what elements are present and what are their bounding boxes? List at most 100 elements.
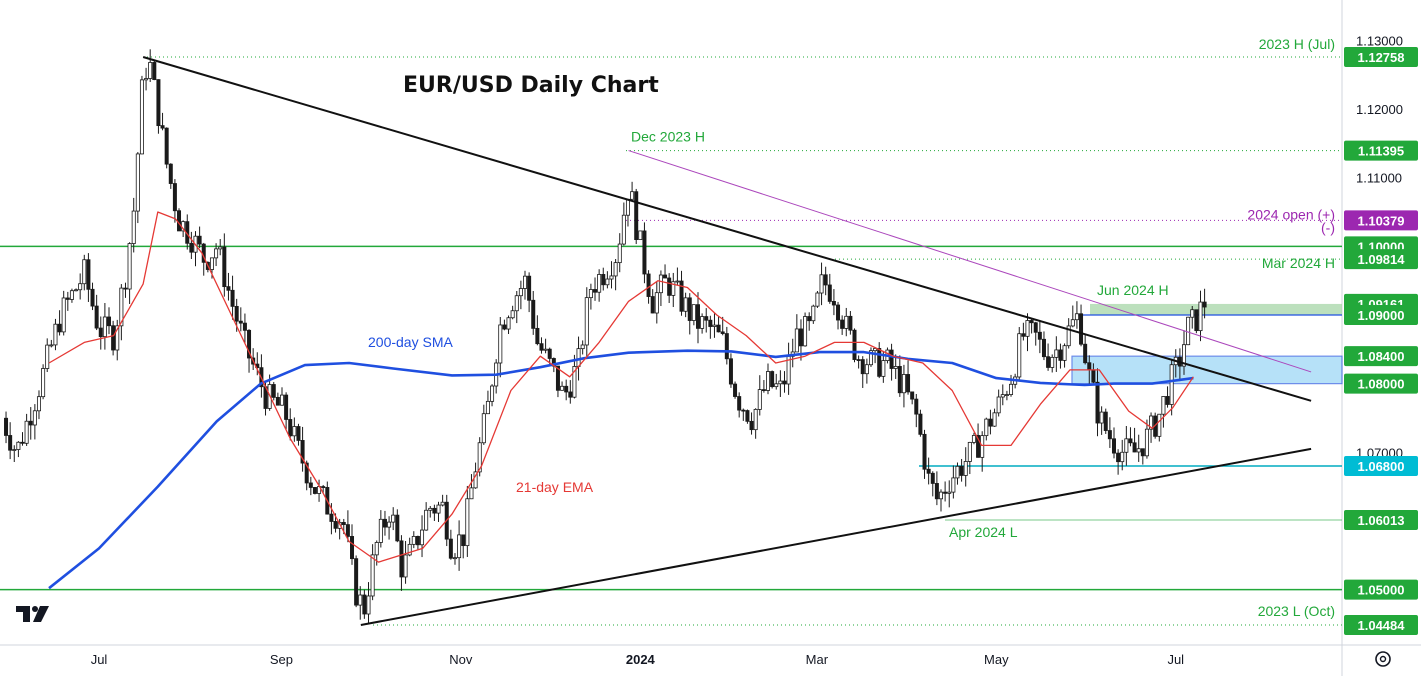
candle-body: [720, 331, 725, 334]
candle-body: [922, 433, 927, 470]
candle-body: [1029, 320, 1034, 324]
candle-body: [1111, 438, 1116, 454]
trendline-dec-high: [628, 150, 1312, 373]
candle-body: [1103, 411, 1108, 431]
candle-body: [16, 441, 21, 450]
candle-body: [1091, 369, 1096, 383]
settings-gear-icon[interactable]: [1375, 651, 1391, 667]
candle-body: [836, 304, 841, 321]
candle-body: [345, 524, 350, 537]
candle-body: [86, 259, 91, 290]
candle-body: [1041, 338, 1046, 358]
candle-body: [436, 504, 441, 514]
candle-body: [807, 316, 812, 322]
candle-body: [881, 360, 886, 377]
candle-body: [308, 482, 313, 488]
candle-body: [860, 359, 865, 375]
candle-body: [716, 324, 721, 333]
candle-body: [650, 296, 655, 314]
candle-body: [36, 396, 41, 412]
candle-body: [605, 278, 610, 286]
candle-body: [889, 349, 894, 369]
candle-body: [1087, 362, 1092, 371]
candle-body: [415, 535, 420, 546]
candle-body: [823, 274, 828, 286]
price-badge-label: 1.08400: [1358, 349, 1405, 364]
candle-body: [930, 472, 935, 484]
candle-body: [794, 328, 799, 353]
candle-body: [168, 163, 173, 184]
tradingview-logo: [16, 606, 49, 622]
candle-body: [1000, 394, 1005, 398]
candle-body: [831, 300, 836, 306]
candle-body: [333, 521, 338, 529]
candle-body: [963, 461, 968, 476]
candle-body: [28, 420, 33, 426]
candle-body: [473, 471, 478, 489]
candle-body: [329, 513, 334, 522]
candle-body: [119, 287, 124, 327]
candle-body: [691, 304, 696, 321]
candle-body: [642, 230, 647, 275]
candle-body: [848, 315, 853, 331]
candle-body: [873, 348, 878, 352]
candle-body: [856, 359, 861, 361]
candle-body: [374, 542, 379, 556]
price-badge: [1344, 373, 1418, 394]
candle-body: [370, 554, 375, 597]
candle-body: [531, 299, 536, 329]
label-21-day-ema: 21-day EMA: [516, 479, 594, 495]
candle-body: [687, 297, 692, 321]
candle-body: [498, 324, 503, 364]
candle-body: [658, 274, 663, 294]
candle-body: [127, 243, 132, 290]
candle-body: [782, 380, 787, 385]
candle-body: [457, 534, 462, 559]
price-badge-label: 1.05000: [1358, 583, 1405, 598]
candle-body: [996, 396, 1001, 414]
candle-body: [1046, 356, 1051, 368]
sma-200-line: [48, 349, 1194, 590]
candle-body: [391, 514, 396, 523]
candle-body: [593, 289, 598, 293]
candle-body: [222, 246, 227, 288]
candle-body: [382, 518, 387, 528]
price-tick-label: 1.13000: [1356, 33, 1403, 48]
candle-body: [115, 325, 120, 351]
candle-body: [959, 465, 964, 476]
candle-body: [770, 371, 775, 388]
time-tick-label: Jul: [1167, 652, 1184, 667]
price-badge-label: 1.09000: [1358, 308, 1405, 323]
candle-body: [798, 328, 803, 347]
time-tick-label: Jul: [91, 652, 108, 667]
time-tick-label: Nov: [449, 652, 473, 667]
candle-body: [580, 344, 585, 350]
price-badge: [1344, 210, 1418, 231]
candle-body: [597, 274, 602, 293]
candle-body: [403, 554, 408, 578]
candle-body: [296, 426, 301, 441]
candle-body: [131, 210, 136, 244]
candle-body: [1116, 452, 1121, 463]
candle-body: [481, 413, 486, 444]
candle-body: [465, 498, 470, 547]
candle-body: [708, 319, 713, 327]
candle-body: [910, 391, 915, 400]
candle-body: [214, 248, 219, 259]
resistance-zone: [1090, 303, 1342, 315]
candle-body: [523, 275, 528, 289]
candle-body: [279, 394, 284, 406]
candle-body: [506, 317, 511, 330]
candle-body: [148, 62, 153, 79]
candle-body: [984, 418, 989, 437]
candle-body: [1190, 309, 1195, 318]
candle-body: [733, 383, 738, 397]
candle-body: [1025, 320, 1030, 337]
trendline-descending: [142, 56, 1312, 402]
candle-body: [78, 283, 83, 291]
candle-body: [646, 273, 651, 297]
candle-body: [247, 329, 252, 359]
candle-body: [1033, 322, 1038, 333]
gear-ring: [1375, 651, 1391, 667]
